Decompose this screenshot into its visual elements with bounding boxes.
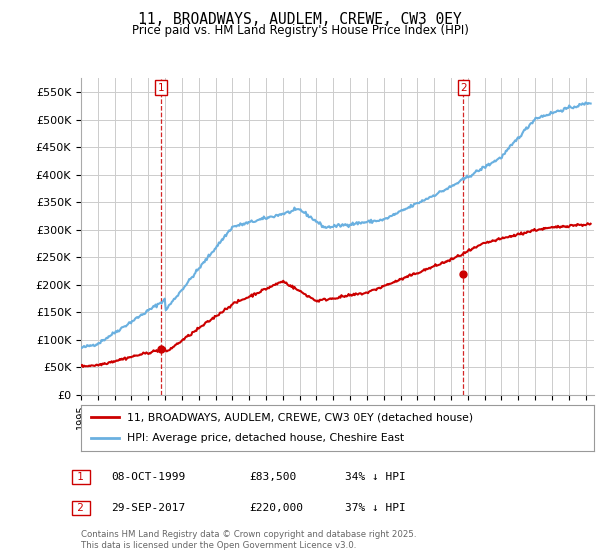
Text: 08-OCT-1999: 08-OCT-1999 [111,472,185,482]
Text: £220,000: £220,000 [249,503,303,513]
Text: 29-SEP-2017: 29-SEP-2017 [111,503,185,513]
Text: 11, BROADWAYS, AUDLEM, CREWE, CW3 0EY (detached house): 11, BROADWAYS, AUDLEM, CREWE, CW3 0EY (d… [127,412,473,422]
Text: 2: 2 [74,503,88,513]
Text: Price paid vs. HM Land Registry's House Price Index (HPI): Price paid vs. HM Land Registry's House … [131,24,469,37]
Text: 34% ↓ HPI: 34% ↓ HPI [345,472,406,482]
Text: £83,500: £83,500 [249,472,296,482]
Text: Contains HM Land Registry data © Crown copyright and database right 2025.: Contains HM Land Registry data © Crown c… [81,530,416,539]
Text: 1: 1 [158,83,164,93]
Text: 37% ↓ HPI: 37% ↓ HPI [345,503,406,513]
Text: This data is licensed under the Open Government Licence v3.0.: This data is licensed under the Open Gov… [81,541,356,550]
Text: 1: 1 [74,472,88,482]
Text: 11, BROADWAYS, AUDLEM, CREWE, CW3 0EY: 11, BROADWAYS, AUDLEM, CREWE, CW3 0EY [138,12,462,27]
Text: 2: 2 [460,83,467,93]
Text: HPI: Average price, detached house, Cheshire East: HPI: Average price, detached house, Ches… [127,433,404,444]
